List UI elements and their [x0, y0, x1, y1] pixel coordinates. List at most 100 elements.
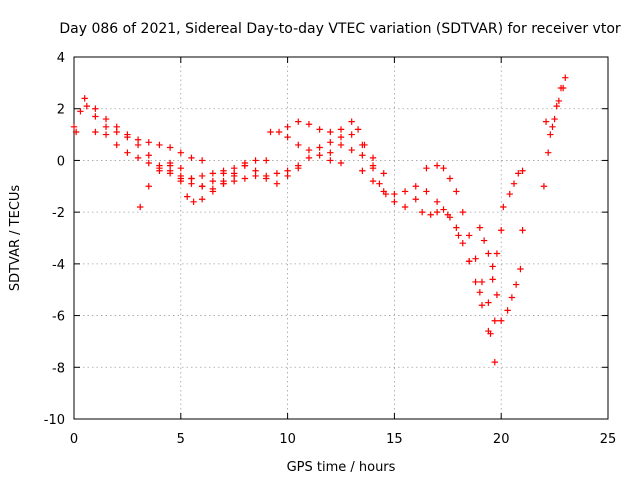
data-point — [361, 141, 368, 149]
data-point — [124, 131, 131, 138]
data-point — [337, 126, 345, 133]
data-point — [401, 203, 409, 211]
data-point — [369, 177, 377, 185]
data-point — [540, 183, 548, 190]
data-point — [209, 188, 217, 195]
data-point — [273, 170, 281, 177]
data-point — [551, 115, 558, 123]
plot-frame — [73, 56, 609, 420]
data-point — [519, 227, 526, 234]
data-point — [412, 196, 419, 203]
data-point — [337, 133, 345, 141]
data-point — [188, 154, 195, 162]
data-point — [498, 227, 505, 234]
series-track-n — [489, 227, 505, 283]
data-point — [273, 180, 281, 187]
data-point — [423, 164, 430, 172]
data-point — [198, 196, 206, 203]
data-point — [459, 208, 466, 216]
data-point — [348, 131, 355, 138]
data-point — [156, 141, 163, 149]
data-point — [209, 170, 217, 177]
data-point — [241, 162, 249, 169]
data-point — [544, 149, 552, 156]
data-point — [478, 278, 486, 286]
data-point — [252, 157, 259, 164]
y-axis-label: SDTVAR / TECUs — [8, 185, 23, 292]
data-point — [145, 159, 152, 167]
data-point — [348, 146, 355, 154]
grid-lines — [74, 57, 608, 419]
data-point — [489, 263, 496, 270]
data-point — [92, 113, 99, 120]
x-axis-label: GPS time / hours — [287, 460, 396, 475]
data-point — [305, 154, 313, 162]
data-point — [391, 198, 398, 205]
data-point — [102, 123, 110, 131]
data-point — [354, 126, 362, 133]
data-point — [369, 154, 377, 162]
data-point — [327, 157, 334, 164]
data-point — [465, 258, 473, 265]
data-point — [512, 281, 520, 288]
data-point — [459, 239, 466, 247]
data-point — [220, 177, 227, 185]
data-point — [177, 164, 184, 172]
data-point — [177, 177, 184, 185]
data-point — [166, 170, 174, 177]
data-point — [190, 198, 197, 205]
data-point — [380, 188, 387, 195]
data-point — [427, 211, 434, 218]
data-point — [553, 102, 560, 110]
data-point — [478, 302, 486, 309]
data-point — [547, 131, 554, 138]
data-point — [81, 95, 88, 102]
data-point — [476, 289, 484, 296]
data-point — [440, 206, 447, 213]
data-point — [263, 157, 270, 164]
data-point — [124, 149, 131, 156]
data-point — [316, 126, 323, 133]
data-point — [485, 250, 492, 257]
data-point — [231, 170, 238, 177]
data-point — [134, 154, 142, 162]
data-point — [401, 188, 409, 195]
data-point — [465, 232, 473, 239]
data-point — [480, 237, 488, 244]
data-point — [510, 180, 518, 187]
data-point — [455, 232, 462, 239]
series-track-c — [92, 128, 249, 190]
data-point — [446, 175, 454, 182]
data-point — [491, 317, 498, 324]
data-point — [472, 278, 479, 286]
data-point — [337, 141, 345, 149]
y-tick-label: -6 — [52, 310, 65, 325]
data-point — [506, 190, 513, 198]
data-point — [137, 203, 144, 211]
x-tick-label: 10 — [279, 432, 296, 447]
data-point — [562, 74, 569, 81]
data-point — [493, 250, 501, 257]
data-point — [275, 128, 283, 136]
data-point — [188, 175, 195, 182]
data-point — [241, 175, 249, 182]
series-track-a — [70, 102, 206, 164]
data-point — [231, 177, 238, 185]
data-point — [476, 224, 484, 231]
data-point — [284, 123, 291, 131]
data-point — [489, 276, 496, 283]
data-point — [102, 131, 110, 138]
data-point — [305, 146, 313, 154]
data-point — [198, 157, 206, 164]
series-track-p — [504, 227, 526, 314]
data-point — [92, 128, 99, 136]
data-point — [433, 162, 441, 169]
x-tick-label: 0 — [70, 432, 78, 447]
data-point — [295, 118, 302, 125]
data-point — [145, 139, 152, 146]
data-point — [542, 118, 550, 125]
data-point — [433, 208, 441, 216]
data-point — [348, 118, 355, 125]
data-point — [493, 291, 501, 299]
